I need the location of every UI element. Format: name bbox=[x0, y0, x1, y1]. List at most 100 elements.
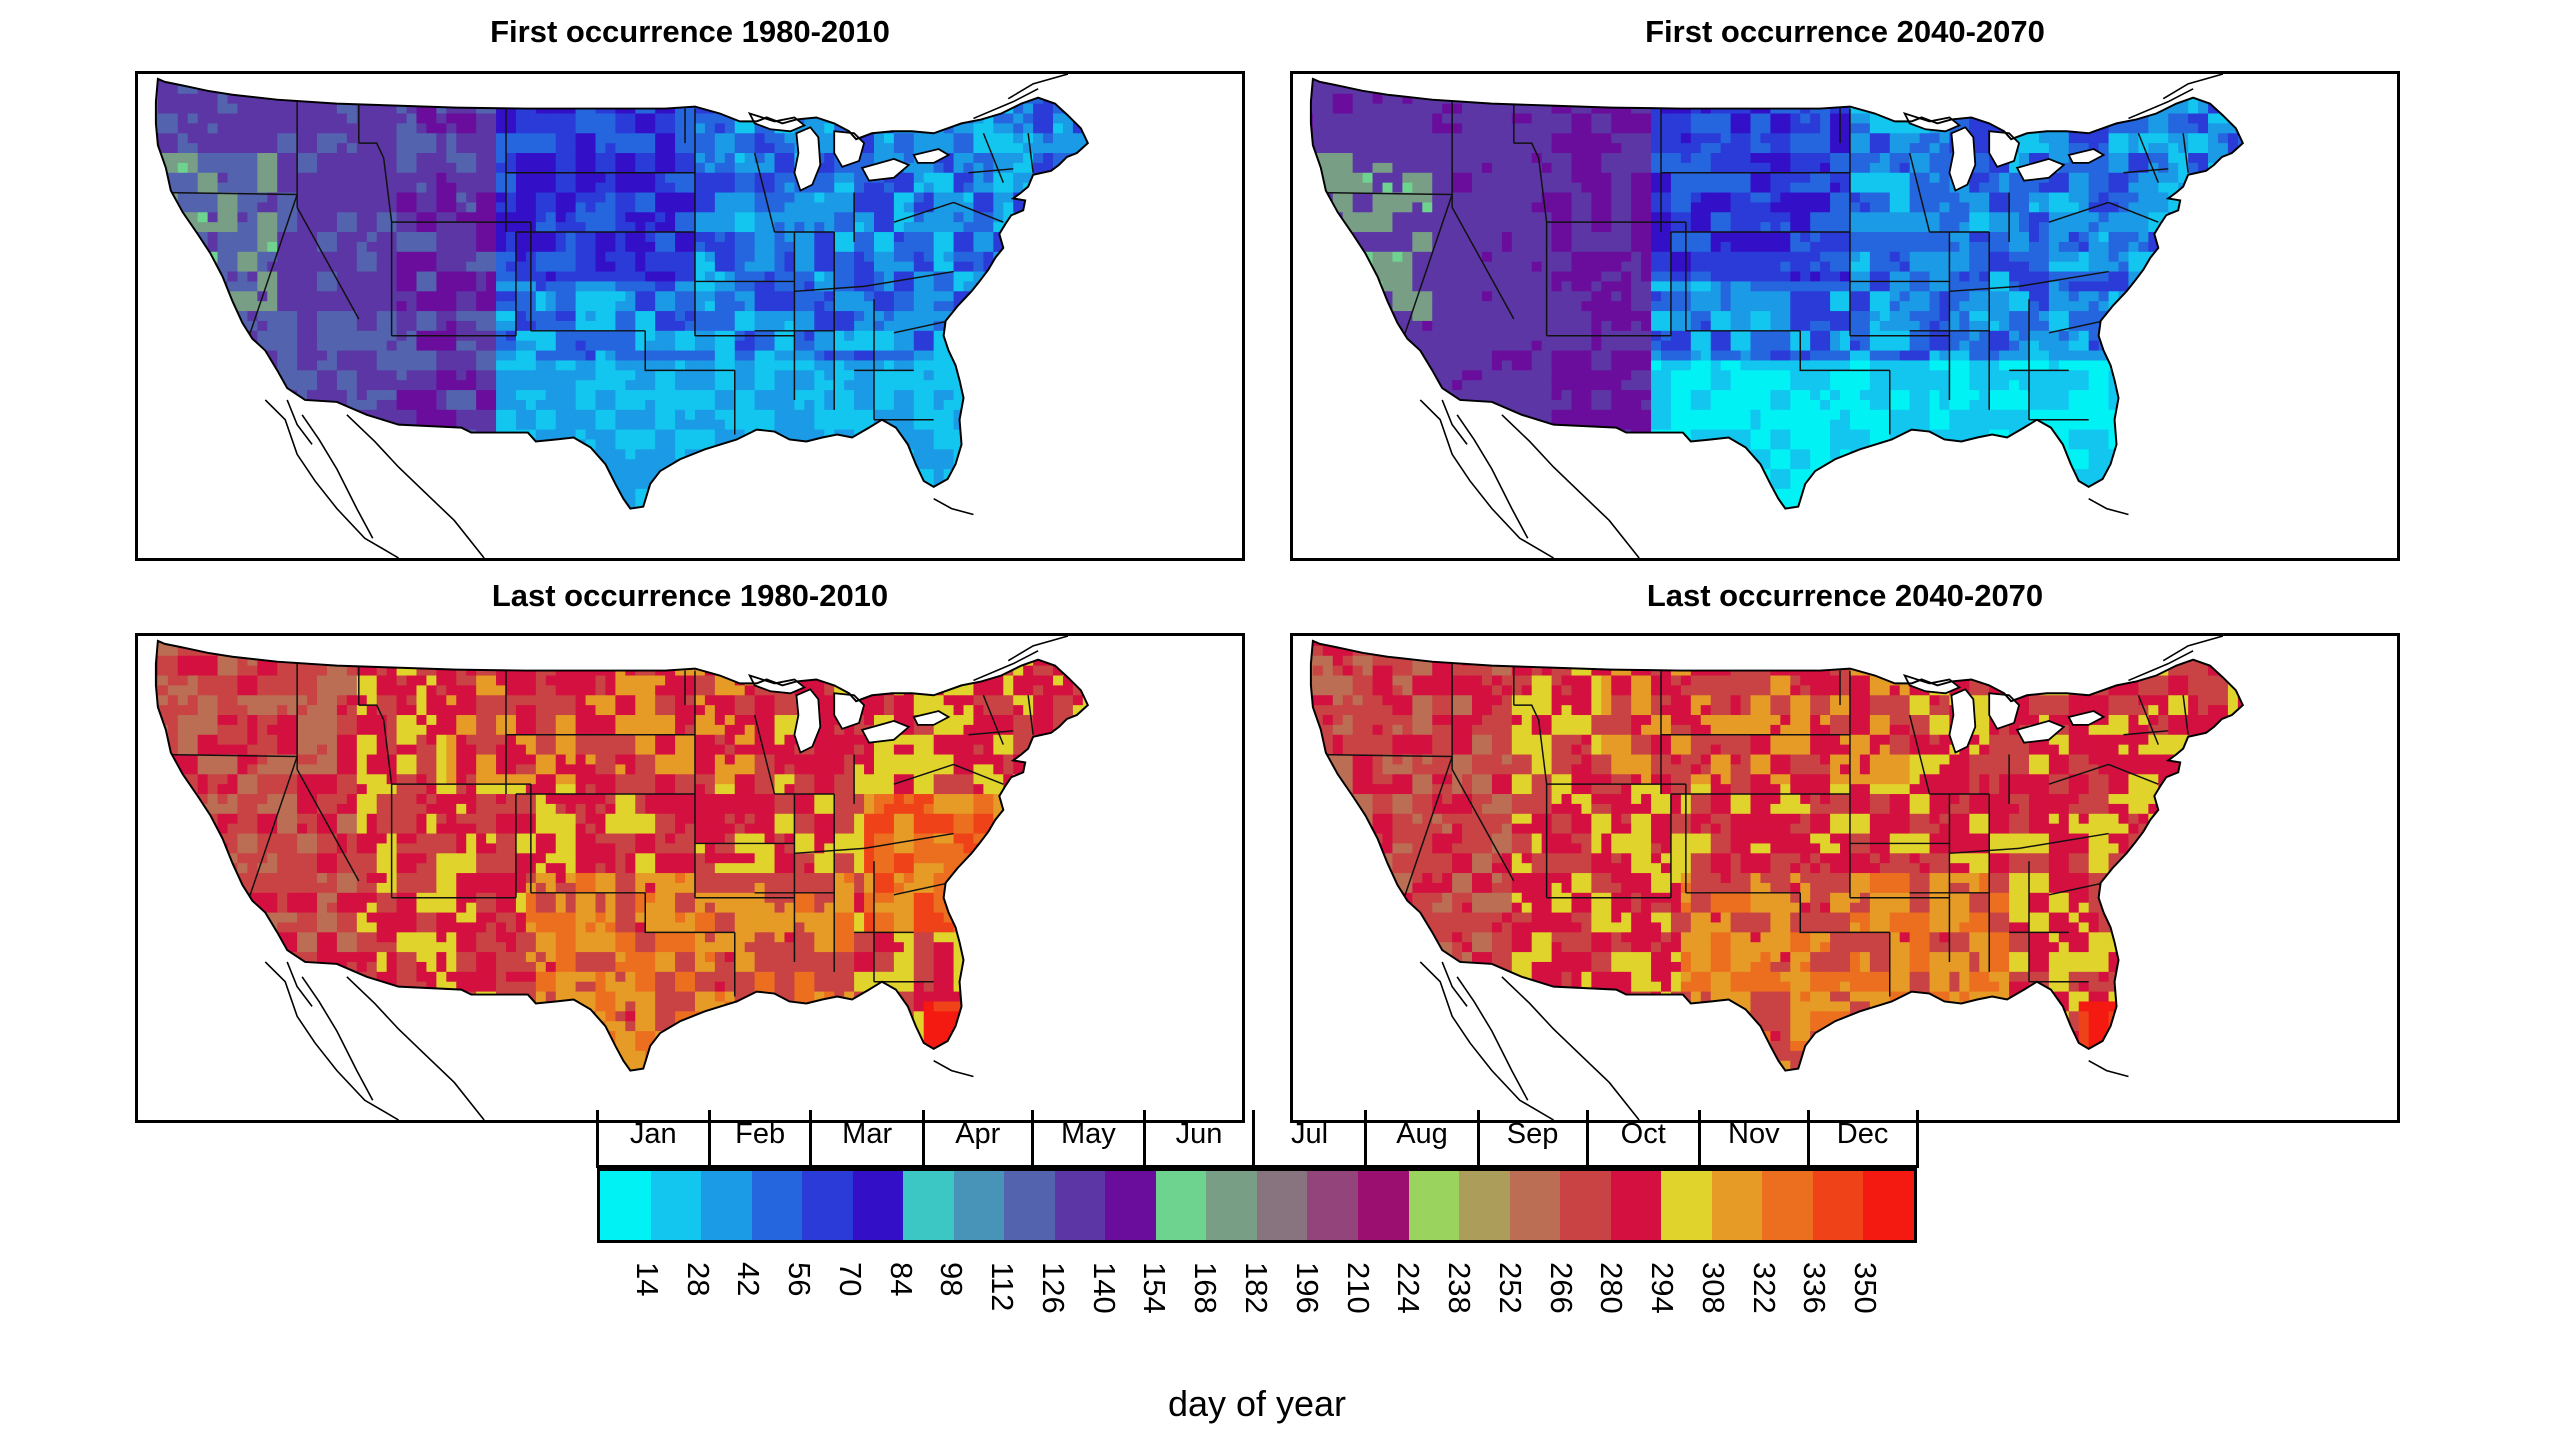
month-tick bbox=[1697, 1110, 1701, 1168]
tick-label: 280 bbox=[1593, 1262, 1629, 1314]
coastline bbox=[1007, 636, 1069, 662]
month-tick bbox=[1364, 1110, 1368, 1168]
lake-shape bbox=[1988, 692, 2021, 730]
colorbar-cell bbox=[1711, 1171, 1763, 1240]
lake-shape bbox=[833, 692, 866, 730]
tick-label: 84 bbox=[883, 1262, 919, 1296]
month-label: Mar bbox=[842, 1118, 892, 1151]
month-tick bbox=[809, 1110, 813, 1168]
map-last-2040-2070 bbox=[1290, 633, 2400, 1123]
tick-label: 112 bbox=[984, 1262, 1020, 1311]
tick-label: 294 bbox=[1644, 1262, 1680, 1314]
panel-title: First occurrence 1980-2010 bbox=[135, 14, 1245, 50]
map-grid-cells bbox=[1310, 78, 2243, 509]
colorbar-cell bbox=[1762, 1171, 1813, 1240]
month-label: Nov bbox=[1728, 1118, 1780, 1151]
tick-label: 56 bbox=[781, 1262, 817, 1296]
colorbar-cell bbox=[1408, 1171, 1460, 1240]
map-first-2040-2070 bbox=[1290, 71, 2400, 561]
coastline bbox=[1456, 976, 1529, 1101]
map-grid-cells bbox=[155, 640, 1088, 1071]
state-borders bbox=[1314, 83, 2189, 435]
coastline bbox=[1441, 961, 1468, 1007]
coastline bbox=[1501, 976, 1640, 1120]
tick-label: 70 bbox=[832, 1262, 868, 1296]
lake-shape bbox=[2067, 710, 2106, 726]
colorbar-cell bbox=[953, 1171, 1005, 1240]
us-outline bbox=[154, 77, 1090, 510]
coastline bbox=[286, 961, 313, 1007]
lake-shape bbox=[2015, 158, 2066, 182]
month-label: Aug bbox=[1396, 1118, 1448, 1151]
month-tick bbox=[1585, 1110, 1589, 1168]
month-label: Jun bbox=[1176, 1118, 1223, 1151]
colorbar bbox=[597, 1168, 1917, 1243]
colorbar-cell bbox=[1357, 1171, 1409, 1240]
coastline bbox=[264, 399, 399, 558]
colorbar-cell bbox=[701, 1171, 752, 1240]
month-label: Feb bbox=[735, 1118, 785, 1151]
tick-label: 252 bbox=[1492, 1262, 1528, 1314]
colorbar-cell bbox=[1206, 1171, 1257, 1240]
panel-title: Last occurrence 2040-2070 bbox=[1290, 578, 2400, 614]
month-tick bbox=[1915, 1110, 1919, 1168]
month-tick bbox=[1143, 1110, 1147, 1168]
colorbar-cell bbox=[751, 1171, 803, 1240]
lake-shape bbox=[860, 158, 911, 182]
coastline bbox=[1501, 414, 1640, 558]
colorbar-cell bbox=[1256, 1171, 1308, 1240]
coastline bbox=[973, 88, 1039, 120]
colorbar-cell bbox=[1054, 1171, 1106, 1240]
lake-shape bbox=[912, 710, 951, 726]
panel-title: First occurrence 2040-2070 bbox=[1290, 14, 2400, 50]
coastline bbox=[933, 1060, 974, 1078]
tick-label: 224 bbox=[1390, 1262, 1426, 1314]
colorbar-cell bbox=[1509, 1171, 1561, 1240]
colorbar-axis-label: day of year bbox=[1168, 1383, 1346, 1425]
map-canvas bbox=[1309, 636, 2245, 1120]
month-tick bbox=[595, 1110, 599, 1168]
lake-shape bbox=[2067, 148, 2106, 164]
map-canvas bbox=[1309, 74, 2245, 558]
month-label: Dec bbox=[1837, 1118, 1889, 1151]
month-label: Jan bbox=[630, 1118, 677, 1151]
map-grid-cells bbox=[155, 78, 1088, 509]
coastline bbox=[1419, 399, 1554, 558]
colorbar-cell bbox=[1155, 1171, 1207, 1240]
coastline bbox=[1007, 74, 1069, 100]
colorbar-cell bbox=[852, 1171, 904, 1240]
month-tick bbox=[1030, 1110, 1034, 1168]
tick-label: 42 bbox=[730, 1262, 766, 1296]
tick-label: 322 bbox=[1746, 1262, 1782, 1314]
coastline bbox=[2088, 498, 2129, 516]
month-tick bbox=[1251, 1110, 1255, 1168]
map-last-1980-2010 bbox=[135, 633, 1245, 1123]
coastline bbox=[1419, 961, 1554, 1120]
colorbar-cell bbox=[600, 1171, 651, 1240]
coastline bbox=[301, 414, 374, 539]
tick-label: 98 bbox=[933, 1262, 969, 1296]
coastline bbox=[2162, 74, 2224, 100]
colorbar-cell bbox=[1661, 1171, 1712, 1240]
tick-label: 154 bbox=[1136, 1262, 1172, 1314]
tick-label: 14 bbox=[629, 1262, 665, 1296]
lake-shape bbox=[1988, 130, 2021, 168]
lake-shape bbox=[793, 126, 822, 192]
us-outline bbox=[154, 639, 1090, 1072]
coastline bbox=[346, 414, 485, 558]
state-borders bbox=[159, 83, 1034, 435]
coastline bbox=[973, 650, 1039, 682]
month-label: Apr bbox=[955, 1118, 1000, 1151]
lake-shape bbox=[860, 720, 911, 744]
colorbar-cell bbox=[1610, 1171, 1662, 1240]
tick-label: 350 bbox=[1847, 1262, 1883, 1314]
map-canvas bbox=[154, 74, 1090, 558]
lake-shape bbox=[1948, 688, 1977, 754]
colorbar-cell bbox=[1307, 1171, 1358, 1240]
lake-shape bbox=[793, 688, 822, 754]
map-canvas bbox=[154, 636, 1090, 1120]
colorbar-cell bbox=[903, 1171, 954, 1240]
month-axis-line bbox=[597, 1165, 1917, 1168]
coastline bbox=[2128, 88, 2194, 120]
coastline bbox=[1441, 399, 1468, 445]
